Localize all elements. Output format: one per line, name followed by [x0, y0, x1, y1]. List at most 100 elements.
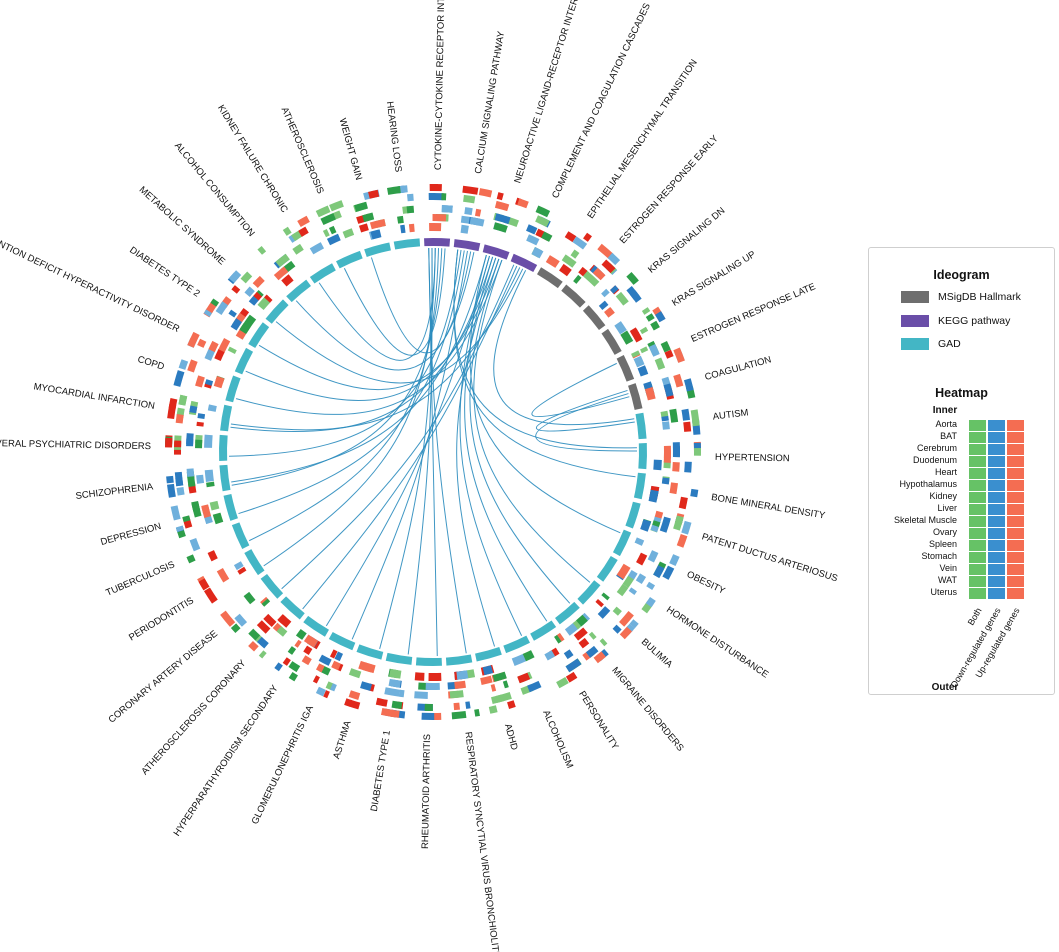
heatmap-cell — [240, 271, 253, 284]
heatmap-cell — [429, 184, 442, 192]
heatmap-cell — [195, 439, 203, 449]
heatmap-cell — [527, 680, 542, 693]
heatmap-cell — [507, 700, 516, 709]
heatmap-cell — [429, 223, 442, 232]
heatmap-cell — [253, 291, 263, 301]
heatmap-cell — [648, 343, 660, 357]
heatmap-cell — [631, 350, 641, 358]
heatmap-legend-cell — [988, 564, 1005, 575]
heatmap-cell — [370, 229, 382, 240]
sector-label-migraine-disorders: MIGRAINE DISORDERS — [609, 665, 685, 754]
heatmap-cell — [354, 201, 368, 212]
ideogram-segment-alcohol-consumption — [286, 279, 311, 303]
legend-label-kegg: KEGG pathway — [938, 315, 1011, 327]
ideogram-segment-hormone-disturbance — [596, 556, 618, 582]
heatmap-cell — [626, 285, 640, 301]
heatmap-cell — [178, 394, 188, 406]
heatmap-legend-cell — [969, 540, 986, 551]
sector-label-adhd: ADHD — [502, 723, 520, 752]
heatmap-cell — [342, 228, 355, 239]
heatmap-cell — [690, 409, 700, 427]
sector-label-attention-deficit-hyperactivity-disorder: ATTENTION DEFICIT HYPERACTIVITY DISORDER — [0, 228, 181, 335]
heatmap-legend-cell — [988, 456, 1005, 467]
sector-label-kras-signaling-dn: KRAS SIGNALING DN — [646, 205, 727, 275]
heatmap-cell — [303, 634, 319, 648]
heatmap-cell — [297, 215, 310, 227]
heatmap-legend-cell — [988, 468, 1005, 479]
heatmap-cell — [239, 321, 252, 334]
heatmap-cell — [175, 477, 184, 487]
heatmap-cell — [282, 226, 292, 236]
heatmap-cell — [494, 213, 511, 225]
legend-label-gad: GAD — [938, 338, 961, 350]
heatmap-legend-cell — [969, 432, 986, 443]
heatmap-cell — [187, 331, 200, 348]
link-18 — [473, 259, 591, 583]
heatmap-cell — [672, 442, 680, 456]
heatmap-cell — [451, 710, 467, 720]
sector-label-copd: COPD — [136, 354, 166, 373]
heatmap-inner-label: Inner — [932, 405, 958, 416]
heatmap-cell — [629, 619, 639, 629]
heatmap-cell — [253, 633, 263, 644]
heatmap-cell — [612, 624, 622, 634]
sector-label-myocardial-infarction: MYOCARDIAL INFARCTION — [33, 381, 156, 412]
link-22 — [281, 264, 515, 590]
heatmap-legend-cell — [969, 480, 986, 491]
ideogram-segment-schizophrenia — [219, 464, 231, 492]
heatmap-legend-cell — [1007, 504, 1024, 515]
ideogram-segment-adhd — [475, 647, 502, 662]
heatmap-legend-title: Heatmap — [935, 386, 988, 400]
link-23 — [302, 265, 518, 610]
link-13 — [231, 254, 487, 483]
ideogram-segment-obesity — [612, 529, 632, 557]
heatmap-cell — [329, 200, 344, 212]
heatmap-cell — [661, 415, 669, 422]
heatmap-cell — [493, 222, 508, 233]
heatmap-cell — [599, 638, 608, 647]
heatmap-cell — [628, 569, 638, 580]
heatmap-legend-tissue-heart: Heart — [934, 467, 957, 477]
heatmap-legend-tissue-vein: Vein — [939, 563, 957, 573]
heatmap-cell — [400, 224, 406, 234]
heatmap-cell — [348, 668, 362, 679]
heatmap-cell — [248, 628, 261, 641]
heatmap-legend-cell — [1007, 468, 1024, 479]
heatmap-cell — [663, 383, 674, 397]
heatmap-cell — [634, 537, 645, 546]
heatmap-cell — [673, 347, 685, 363]
heatmap-legend-cell — [1007, 552, 1024, 563]
heatmap-legend-cell — [988, 516, 1005, 527]
heatmap-cell — [563, 649, 574, 660]
heatmap-cell — [287, 646, 297, 655]
sector-label-tuberculosis: TUBERCULOSIS — [104, 559, 176, 599]
heatmap-cell — [561, 254, 577, 268]
heatmap-cell — [616, 583, 629, 597]
heatmap-legend-cell — [988, 540, 1005, 551]
heatmap-cell — [462, 185, 479, 195]
heatmap-cell — [441, 205, 453, 213]
heatmap-cell — [465, 701, 471, 709]
heatmap-cell — [573, 274, 582, 284]
sector-label-hormone-disturbance: HORMONE DISTURBANCE — [664, 604, 770, 680]
sector-label-rheumatoid-arthritis: RHEUMATOID ARTHRITIS — [420, 734, 433, 849]
heatmap-cell — [230, 623, 241, 634]
heatmap-cell — [168, 398, 178, 409]
link-24 — [230, 267, 521, 431]
heatmap-cell — [213, 375, 225, 389]
heatmap-cell — [334, 651, 344, 662]
heatmap-cell — [277, 614, 292, 628]
heatmap-legend-cell — [1007, 540, 1024, 551]
heatmap-cell — [690, 488, 699, 498]
heatmap-cell — [421, 712, 436, 720]
heatmap-cell — [256, 290, 264, 298]
heatmap-legend-cell — [988, 504, 1005, 515]
heatmap-cell — [288, 661, 301, 673]
heatmap-cell — [619, 611, 634, 627]
heatmap-cell — [257, 636, 269, 649]
link-25 — [275, 268, 524, 384]
heatmap-legend-cell — [988, 420, 1005, 431]
ideogram-segment-kras-signaling-dn — [582, 305, 606, 330]
heatmap-cell — [626, 271, 639, 285]
ideogram-track — [218, 237, 647, 666]
